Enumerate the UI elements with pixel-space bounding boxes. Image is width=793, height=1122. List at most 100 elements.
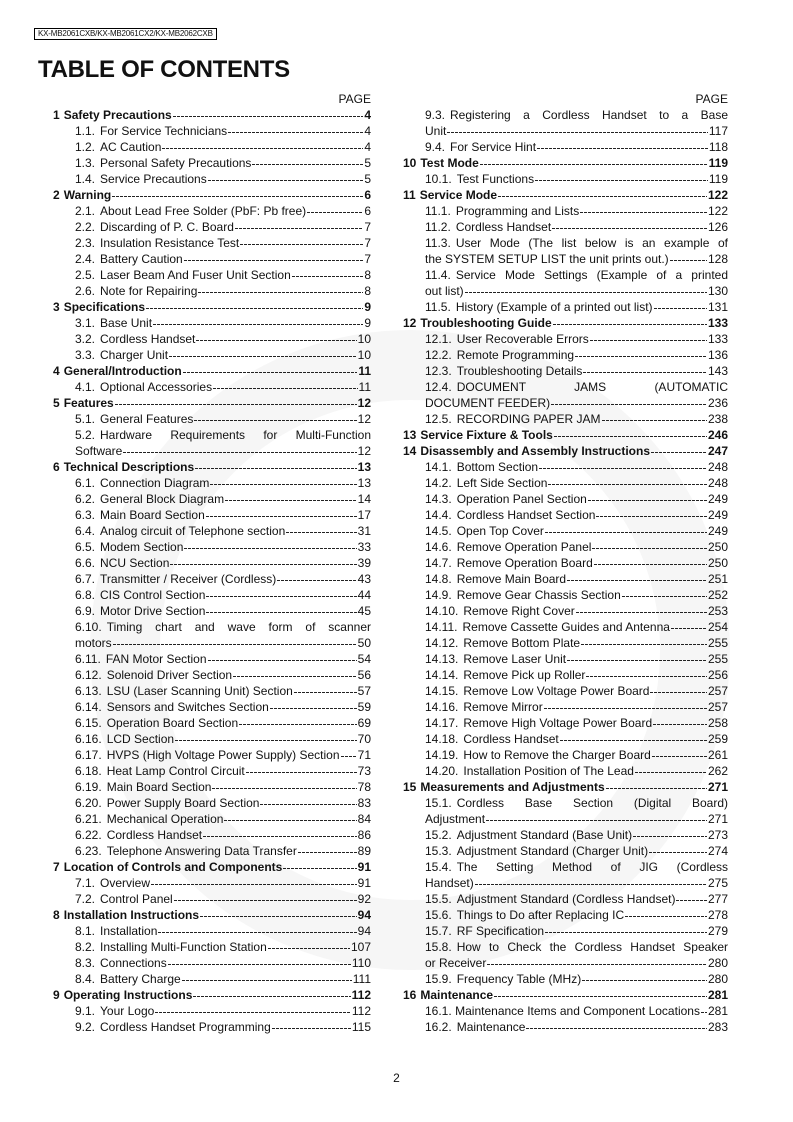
toc-section[interactable]: 14.15. Remove Low Voltage Power Board 257 bbox=[403, 683, 728, 699]
page-ref[interactable]: 5 bbox=[364, 172, 371, 186]
page-ref[interactable]: 133 bbox=[707, 316, 728, 330]
toc-section[interactable]: 14.14. Remove Pick up Roller 256 bbox=[403, 667, 728, 683]
toc-chapter[interactable]: 14 Disassembly and Assembly Instructions 2… bbox=[403, 443, 728, 459]
toc-chapter[interactable]: 11 Service Mode 122 bbox=[403, 187, 728, 203]
toc-section[interactable]: 7.2. Control Panel 92 bbox=[53, 891, 371, 907]
toc-section[interactable]: 15.8. How to Check the Cordless Handset S… bbox=[403, 939, 728, 971]
toc-chapter[interactable]: 7 Location of Controls and Components 91 bbox=[53, 859, 371, 875]
toc-section[interactable]: 14.5. Open Top Cover 249 bbox=[403, 523, 728, 539]
toc-section[interactable]: 1.3. Personal Safety Precautions 5 bbox=[53, 155, 371, 171]
toc-section[interactable]: 6.20. Power Supply Board Section 83 bbox=[53, 795, 371, 811]
page-ref[interactable]: 78 bbox=[357, 780, 371, 794]
toc-section[interactable]: 8.2. Installing Multi-Function Station 107 bbox=[53, 939, 371, 955]
page-ref[interactable]: 112 bbox=[351, 1004, 371, 1018]
toc-section[interactable]: 14.8. Remove Main Board 251 bbox=[403, 571, 728, 587]
toc-section[interactable]: 2.6. Note for Repairing 8 bbox=[53, 283, 371, 299]
toc-section[interactable]: 15.3. Adjustment Standard (Charger Unit) 2… bbox=[403, 843, 728, 859]
page-ref[interactable]: 122 bbox=[707, 188, 728, 202]
page-ref[interactable]: 257 bbox=[707, 684, 728, 698]
page-ref[interactable]: 271 bbox=[707, 812, 728, 826]
page-ref[interactable]: 119 bbox=[708, 172, 728, 186]
toc-section[interactable]: 12.5. RECORDING PAPER JAM 238 bbox=[403, 411, 728, 427]
toc-section[interactable]: 9.2. Cordless Handset Programming 115 bbox=[53, 1019, 371, 1035]
toc-section[interactable]: 14.10. Remove Right Cover 253 bbox=[403, 603, 728, 619]
page-ref[interactable]: 255 bbox=[707, 636, 728, 650]
page-ref[interactable]: 17 bbox=[357, 508, 371, 522]
toc-section[interactable]: 14.18. Cordless Handset 259 bbox=[403, 731, 728, 747]
page-ref[interactable]: 122 bbox=[707, 204, 728, 218]
toc-section[interactable]: 6.5. Modem Section 33 bbox=[53, 539, 371, 555]
toc-section[interactable]: 14.20. Installation Position of The Lead 2… bbox=[403, 763, 728, 779]
toc-section[interactable]: 14.7. Remove Operation Board 250 bbox=[403, 555, 728, 571]
toc-section[interactable]: 6.13. LSU (Laser Scanning Unit) Section 57 bbox=[53, 683, 371, 699]
toc-section[interactable]: 2.1. About Lead Free Solder (PbF: Pb free… bbox=[53, 203, 371, 219]
toc-chapter[interactable]: 10 Test Mode 119 bbox=[403, 155, 728, 171]
page-ref[interactable]: 259 bbox=[707, 732, 728, 746]
page-ref[interactable]: 136 bbox=[707, 348, 728, 362]
page-ref[interactable]: 280 bbox=[707, 972, 728, 986]
toc-section[interactable]: 6.11. FAN Motor Section 54 bbox=[53, 651, 371, 667]
toc-section[interactable]: 6.1. Connection Diagram 13 bbox=[53, 475, 371, 491]
toc-section[interactable]: 6.6. NCU Section 39 bbox=[53, 555, 371, 571]
toc-section[interactable]: 16.2. Maintenance 283 bbox=[403, 1019, 728, 1035]
toc-chapter[interactable]: 8 Installation Instructions 94 bbox=[53, 907, 371, 923]
toc-section[interactable]: 11.4. Service Mode Settings (Example of a… bbox=[403, 267, 728, 299]
toc-section[interactable]: 6.8. CIS Control Section 44 bbox=[53, 587, 371, 603]
page-ref[interactable]: 57 bbox=[357, 684, 371, 698]
page-ref[interactable]: 33 bbox=[357, 540, 371, 554]
page-ref[interactable]: 89 bbox=[357, 844, 371, 858]
page-ref[interactable]: 4 bbox=[364, 124, 371, 138]
page-ref[interactable]: 118 bbox=[708, 140, 728, 154]
toc-section[interactable]: 14.2. Left Side Section 248 bbox=[403, 475, 728, 491]
toc-section[interactable]: 6.9. Motor Drive Section 45 bbox=[53, 603, 371, 619]
page-ref[interactable]: 249 bbox=[707, 492, 728, 506]
toc-section[interactable]: 6.14. Sensors and Switches Section 59 bbox=[53, 699, 371, 715]
toc-section[interactable]: 9.3. Registering a Cordless Handset to a … bbox=[403, 107, 728, 139]
page-ref[interactable]: 50 bbox=[357, 636, 371, 650]
page-ref[interactable]: 7 bbox=[364, 220, 371, 234]
toc-chapter[interactable]: 13 Service Fixture & Tools 246 bbox=[403, 427, 728, 443]
page-ref[interactable]: 94 bbox=[357, 908, 371, 922]
page-ref[interactable]: 91 bbox=[357, 860, 371, 874]
toc-section[interactable]: 1.2. AC Caution 4 bbox=[53, 139, 371, 155]
toc-section[interactable]: 8.4. Battery Charge 111 bbox=[53, 971, 371, 987]
page-ref[interactable]: 258 bbox=[707, 716, 728, 730]
page-ref[interactable]: 12 bbox=[357, 396, 371, 410]
toc-section[interactable]: 6.18. Heat Lamp Control Circuit 73 bbox=[53, 763, 371, 779]
toc-section[interactable]: 11.2. Cordless Handset 126 bbox=[403, 219, 728, 235]
page-ref[interactable]: 11 bbox=[358, 380, 371, 394]
toc-section[interactable]: 6.7. Transmitter / Receiver (Cordless) 43 bbox=[53, 571, 371, 587]
page-ref[interactable]: 271 bbox=[707, 780, 728, 794]
page-ref[interactable]: 279 bbox=[707, 924, 728, 938]
page-ref[interactable]: 84 bbox=[357, 812, 371, 826]
page-ref[interactable]: 31 bbox=[357, 524, 371, 538]
page-ref[interactable]: 256 bbox=[707, 668, 728, 682]
page-ref[interactable]: 7 bbox=[364, 236, 371, 250]
page-ref[interactable]: 247 bbox=[707, 444, 728, 458]
toc-section[interactable]: 14.16. Remove Mirror 257 bbox=[403, 699, 728, 715]
toc-chapter[interactable]: 4 General/Introduction 11 bbox=[53, 363, 371, 379]
toc-section[interactable]: 8.3. Connections 110 bbox=[53, 955, 371, 971]
toc-section[interactable]: 6.17. HVPS (High Voltage Power Supply) Se… bbox=[53, 747, 371, 763]
page-ref[interactable]: 71 bbox=[357, 748, 371, 762]
page-ref[interactable]: 6 bbox=[364, 188, 371, 202]
page-ref[interactable]: 69 bbox=[357, 716, 371, 730]
page-ref[interactable]: 14 bbox=[357, 492, 371, 506]
page-ref[interactable]: 262 bbox=[707, 764, 728, 778]
toc-section[interactable]: 4.1. Optional Accessories 11 bbox=[53, 379, 371, 395]
page-ref[interactable]: 44 bbox=[357, 588, 371, 602]
page-ref[interactable]: 86 bbox=[357, 828, 371, 842]
page-ref[interactable]: 143 bbox=[707, 364, 728, 378]
page-ref[interactable]: 115 bbox=[351, 1020, 371, 1034]
toc-chapter[interactable]: 15 Measurements and Adjustments 271 bbox=[403, 779, 728, 795]
toc-section[interactable]: 12.4. DOCUMENT JAMS (AUTOMATIC DOCUMENT FE… bbox=[403, 379, 728, 411]
toc-section[interactable]: 14.9. Remove Gear Chassis Section 252 bbox=[403, 587, 728, 603]
toc-section[interactable]: 6.21. Mechanical Operation 84 bbox=[53, 811, 371, 827]
page-ref[interactable]: 126 bbox=[707, 220, 728, 234]
page-ref[interactable]: 249 bbox=[707, 524, 728, 538]
toc-section[interactable]: 12.3. Troubleshooting Details 143 bbox=[403, 363, 728, 379]
page-ref[interactable]: 250 bbox=[707, 556, 728, 570]
page-ref[interactable]: 133 bbox=[707, 332, 728, 346]
page-ref[interactable]: 248 bbox=[707, 476, 728, 490]
toc-section[interactable]: 8.1. Installation 94 bbox=[53, 923, 371, 939]
